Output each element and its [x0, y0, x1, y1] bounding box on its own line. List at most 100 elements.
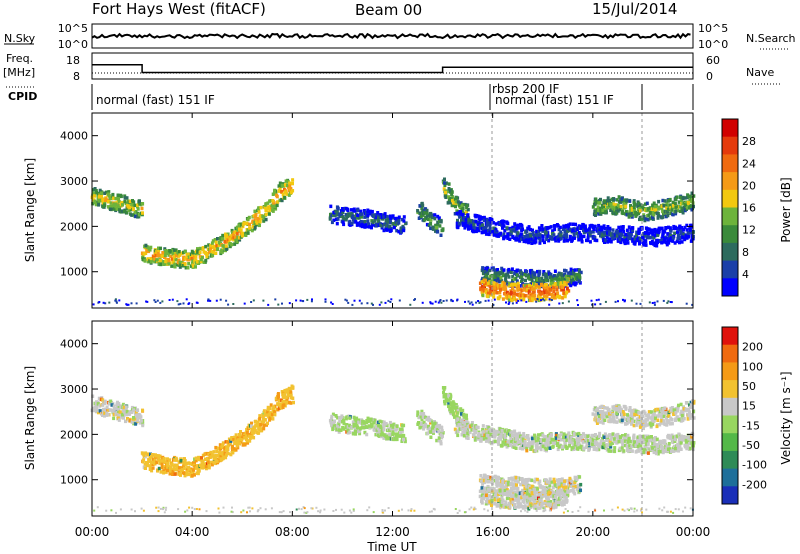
echo-mark-B: [236, 239, 239, 244]
echo-mark-B: [231, 447, 234, 452]
echo-mark-A: [103, 411, 107, 415]
echo-mark-B: [257, 206, 261, 210]
echo-mark-F: [570, 275, 574, 279]
echo-mark-G: [498, 497, 502, 502]
echo-mark-B: [185, 252, 189, 257]
echo-mark-F: [488, 274, 492, 279]
echo-mark-B: [231, 233, 235, 237]
echo-mark-E: [447, 189, 451, 194]
echo-mark-G: [488, 488, 491, 492]
echo-mark-C: [353, 217, 357, 221]
echo-mark-C: [377, 433, 380, 438]
colorbar-tick-label: 28: [742, 135, 756, 148]
echo-mark-H: [622, 414, 626, 419]
echo-mark-B: [150, 460, 154, 465]
echo-mark-G: [553, 282, 557, 287]
echo-mark-I: [458, 215, 462, 219]
echo-mark-H: [660, 204, 664, 208]
ground-scatter-mark: [536, 298, 539, 300]
ground-scatter-mark: [125, 303, 128, 306]
echo-mark-F: [579, 270, 583, 275]
echo-mark-H: [636, 421, 640, 425]
echo-mark-H: [629, 417, 633, 421]
echo-mark-H: [620, 408, 624, 412]
echo-mark-H: [665, 201, 669, 206]
echo-mark-B: [237, 224, 241, 228]
ground-scatter-mark: [651, 302, 654, 304]
echo-mark-I: [674, 226, 678, 231]
ground-scatter-mark: [487, 299, 490, 302]
ground-scatter-mark: [207, 298, 210, 301]
echo-mark-H: [620, 412, 624, 417]
echo-mark-B: [261, 214, 265, 218]
echo-mark-B: [227, 437, 231, 441]
echo-mark-B: [201, 246, 205, 250]
echo-mark-F: [561, 484, 564, 488]
echo-mark-C: [330, 220, 334, 225]
ground-scatter-mark: [493, 298, 496, 301]
echo-mark-G: [554, 495, 557, 499]
echo-mark-H: [619, 204, 623, 209]
echo-mark-H: [613, 207, 617, 212]
echo-mark-F: [514, 475, 518, 480]
echo-mark-I: [656, 240, 659, 245]
echo-mark-G: [545, 496, 549, 501]
echo-mark-F: [499, 271, 503, 275]
echo-mark-I: [507, 232, 511, 237]
ground-scatter-mark: [429, 301, 432, 304]
echo-mark-I: [506, 236, 510, 240]
echo-mark-A: [108, 207, 112, 211]
echo-mark-I: [652, 230, 656, 234]
ground-scatter-mark: [398, 299, 401, 302]
echo-mark-G: [561, 285, 564, 290]
echo-mark-B: [244, 435, 248, 440]
echo-mark-F: [569, 271, 573, 276]
echo-mark-B: [235, 443, 239, 448]
echo-mark-F: [482, 478, 486, 483]
echo-mark-G: [489, 293, 493, 297]
echo-mark-H: [638, 217, 641, 222]
echo-mark-B: [266, 421, 269, 426]
echo-mark-A: [133, 203, 137, 208]
echo-mark-G: [545, 283, 549, 287]
echo-mark-A: [122, 209, 126, 214]
echo-mark-B: [182, 250, 185, 255]
echo-mark-B: [217, 243, 221, 248]
echo-mark-B: [151, 466, 155, 470]
echo-mark-F: [491, 482, 495, 486]
echo-mark-C: [346, 212, 350, 217]
echo-mark-F: [495, 275, 499, 280]
echo-mark-G: [507, 284, 511, 288]
echo-mark-I: [480, 230, 484, 235]
echo-mark-I: [676, 230, 679, 235]
echo-mark-C: [335, 209, 339, 214]
echo-mark-H: [604, 411, 608, 415]
colorbar-swatch: [722, 242, 738, 262]
echo-mark-I: [685, 233, 689, 237]
echo-mark-H: [620, 197, 624, 201]
echo-mark-I: [680, 240, 684, 244]
echo-mark-C: [353, 427, 357, 431]
ground-scatter-mark: [274, 298, 277, 301]
echo-mark-F: [491, 477, 495, 482]
echo-mark-B: [212, 250, 216, 254]
echo-mark-B: [171, 469, 175, 474]
echo-mark-D: [426, 217, 430, 221]
echo-mark-C: [330, 213, 334, 218]
ground-scatter-mark: [590, 299, 593, 302]
echo-mark-C: [351, 217, 355, 222]
echo-mark-H: [615, 407, 619, 411]
echo-mark-F: [579, 482, 583, 487]
echo-mark-F: [504, 280, 508, 284]
echo-mark-H: [680, 206, 684, 210]
echo-mark-I: [544, 231, 548, 235]
echo-mark-G: [566, 493, 570, 498]
echo-mark-G: [556, 291, 560, 295]
echo-mark-B: [269, 199, 273, 203]
echo-mark-C: [346, 214, 349, 219]
echo-mark-C: [346, 428, 350, 433]
echo-mark-B: [160, 462, 164, 467]
echo-mark-B: [258, 416, 262, 421]
echo-mark-B: [240, 233, 244, 238]
